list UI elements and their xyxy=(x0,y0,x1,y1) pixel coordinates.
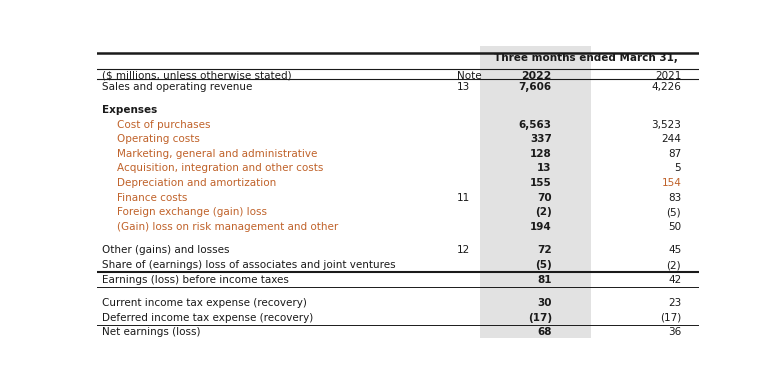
Text: 87: 87 xyxy=(668,149,681,159)
Text: (Gain) loss on risk management and other: (Gain) loss on risk management and other xyxy=(117,222,338,232)
Text: 3,523: 3,523 xyxy=(651,120,681,130)
Text: 4,226: 4,226 xyxy=(651,82,681,92)
Text: 13: 13 xyxy=(457,82,471,92)
Text: Finance costs: Finance costs xyxy=(117,193,187,203)
Text: 68: 68 xyxy=(537,327,552,337)
Text: 83: 83 xyxy=(668,193,681,203)
Text: Current income tax expense (recovery): Current income tax expense (recovery) xyxy=(102,298,307,308)
Text: Three months ended March 31,: Three months ended March 31, xyxy=(494,53,678,63)
Text: Deferred income tax expense (recovery): Deferred income tax expense (recovery) xyxy=(102,313,313,323)
Text: (17): (17) xyxy=(528,313,552,323)
Text: Foreign exchange (gain) loss: Foreign exchange (gain) loss xyxy=(117,207,267,217)
Text: 30: 30 xyxy=(537,298,552,308)
Text: (2): (2) xyxy=(667,260,681,270)
Text: 11: 11 xyxy=(457,193,471,203)
Text: ($ millions, unless otherwise stated): ($ millions, unless otherwise stated) xyxy=(102,71,291,81)
Text: 2022: 2022 xyxy=(521,71,552,81)
Text: (5): (5) xyxy=(667,207,681,217)
Text: 194: 194 xyxy=(530,222,552,232)
Text: Cost of purchases: Cost of purchases xyxy=(117,120,211,130)
Text: 7,606: 7,606 xyxy=(518,82,552,92)
Text: Other (gains) and losses: Other (gains) and losses xyxy=(102,245,229,255)
Text: Operating costs: Operating costs xyxy=(117,134,200,144)
Text: Marketing, general and administrative: Marketing, general and administrative xyxy=(117,149,317,159)
Text: Depreciation and amortization: Depreciation and amortization xyxy=(117,178,277,188)
Text: 42: 42 xyxy=(668,275,681,285)
Text: Acquisition, integration and other costs: Acquisition, integration and other costs xyxy=(117,163,323,174)
Text: Note: Note xyxy=(457,71,482,81)
Text: 45: 45 xyxy=(668,245,681,255)
Text: (5): (5) xyxy=(535,260,552,270)
Text: 155: 155 xyxy=(530,178,552,188)
Text: 81: 81 xyxy=(537,275,552,285)
Text: Expenses: Expenses xyxy=(102,105,157,115)
Text: Net earnings (loss): Net earnings (loss) xyxy=(102,327,200,337)
Text: Sales and operating revenue: Sales and operating revenue xyxy=(102,82,253,92)
Text: 5: 5 xyxy=(674,163,681,174)
Text: 128: 128 xyxy=(530,149,552,159)
Text: 337: 337 xyxy=(530,134,552,144)
Text: 2021: 2021 xyxy=(655,71,681,81)
Text: 70: 70 xyxy=(537,193,552,203)
Text: 23: 23 xyxy=(668,298,681,308)
Text: 154: 154 xyxy=(661,178,681,188)
Text: 12: 12 xyxy=(457,245,471,255)
Text: Earnings (loss) before income taxes: Earnings (loss) before income taxes xyxy=(102,275,289,285)
Text: 50: 50 xyxy=(668,222,681,232)
Text: 36: 36 xyxy=(668,327,681,337)
Text: 244: 244 xyxy=(661,134,681,144)
Text: 6,563: 6,563 xyxy=(519,120,552,130)
Text: 72: 72 xyxy=(537,245,552,255)
Text: 13: 13 xyxy=(537,163,552,174)
Text: (2): (2) xyxy=(535,207,552,217)
FancyBboxPatch shape xyxy=(479,46,591,338)
Text: (17): (17) xyxy=(660,313,681,323)
Text: Share of (earnings) loss of associates and joint ventures: Share of (earnings) loss of associates a… xyxy=(102,260,395,270)
